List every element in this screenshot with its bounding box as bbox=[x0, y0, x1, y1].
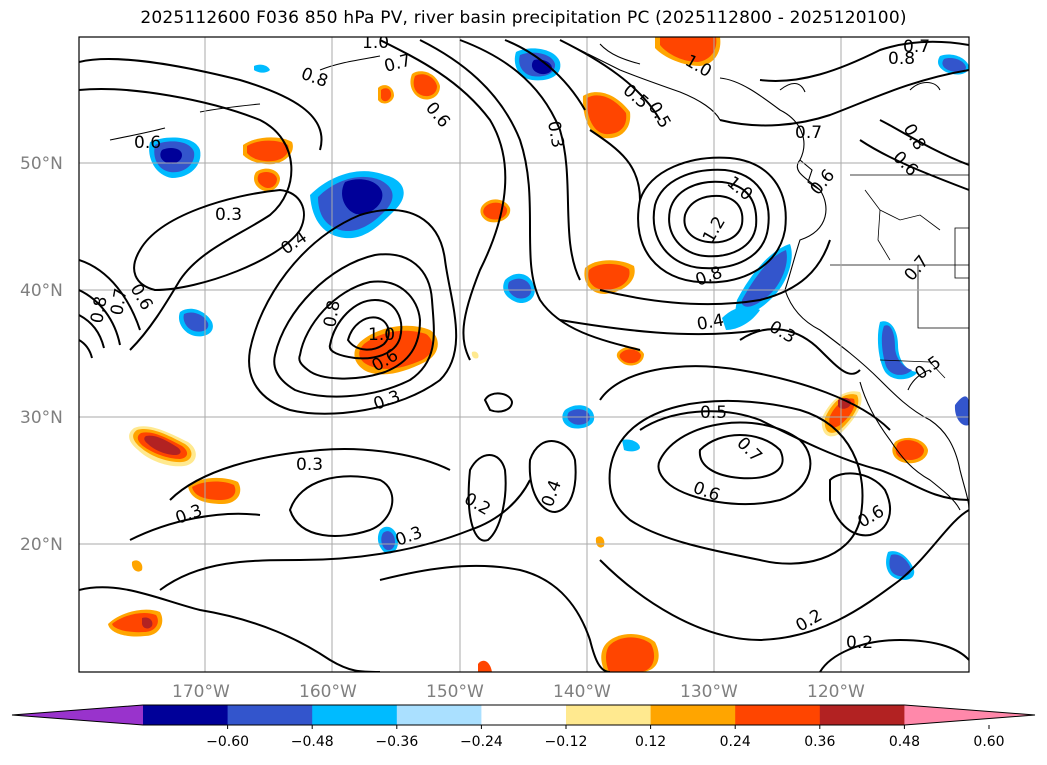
contour-label: 0.5 bbox=[700, 403, 727, 423]
contour-label: 0.6 bbox=[134, 133, 161, 153]
contour-label: 0.8 bbox=[87, 295, 111, 325]
borders bbox=[830, 174, 969, 379]
longitude-labels: 170°W 160°W 150°W 140°W 130°W 120°W bbox=[172, 682, 865, 702]
lon-label: 120°W bbox=[807, 682, 865, 702]
contour-label: 0.7 bbox=[795, 123, 822, 143]
lat-label: 40°N bbox=[20, 281, 63, 301]
colorbar-tick-label: 0.12 bbox=[635, 734, 666, 750]
colorbar-segment bbox=[227, 705, 313, 725]
colorbar-segment bbox=[650, 705, 736, 725]
colorbar-tick-label: 0.60 bbox=[973, 734, 1004, 750]
colorbar-segment bbox=[819, 705, 905, 725]
map-area bbox=[79, 37, 969, 672]
lon-label: 150°W bbox=[426, 682, 484, 702]
lon-label: 140°W bbox=[553, 682, 611, 702]
map-frame bbox=[78, 36, 970, 673]
contour-label: 0.2 bbox=[846, 633, 873, 653]
colorbar-tick-label: −0.24 bbox=[460, 734, 503, 750]
colorbar-tick-label: 0.24 bbox=[720, 734, 751, 750]
colorbar-tick-label: −0.48 bbox=[291, 734, 334, 750]
gridlines bbox=[79, 37, 969, 672]
contour-label: 0.8 bbox=[888, 49, 915, 69]
contour-label: 0.3 bbox=[215, 205, 242, 225]
colorbar-segment bbox=[143, 705, 229, 725]
contour-label: 1.0 bbox=[368, 325, 395, 345]
colorbar-segment bbox=[312, 705, 398, 725]
contour-label: 0.7 bbox=[107, 287, 131, 317]
lon-label: 170°W bbox=[172, 682, 230, 702]
contour-label: 0.7 bbox=[903, 37, 930, 57]
colorbar-segment bbox=[735, 705, 821, 725]
lon-label: 160°W bbox=[299, 682, 357, 702]
contour-label: 0.4 bbox=[695, 311, 725, 335]
colorbar-segment bbox=[481, 705, 567, 725]
lat-label: 50°N bbox=[20, 154, 63, 174]
colorbar-tick-label: −0.60 bbox=[206, 734, 249, 750]
colorbar: −0.60 −0.48 −0.36 −0.24 −0.12 0.12 0.24 0.36 0.4… bbox=[11, 704, 1036, 750]
colorbar-tick-label: 0.48 bbox=[889, 734, 920, 750]
latitude-labels: 50°N 40°N 30°N 20°N bbox=[20, 154, 63, 555]
colorbar-extend-left bbox=[12, 705, 143, 725]
colorbar-tick-label: −0.36 bbox=[375, 734, 418, 750]
map-title: 2025112600 F036 850 hPa PV, river basin … bbox=[140, 8, 907, 28]
lon-label: 130°W bbox=[680, 682, 738, 702]
colorbar-extend-right bbox=[904, 705, 1035, 725]
colorbar-segment bbox=[566, 705, 652, 725]
lat-label: 20°N bbox=[20, 535, 63, 555]
colorbar-segment bbox=[396, 705, 482, 725]
colorbar-tick-label: 0.36 bbox=[804, 734, 835, 750]
lat-label: 30°N bbox=[20, 408, 63, 428]
contour-label: 1.0 bbox=[362, 33, 389, 53]
contour-label: 0.8 bbox=[320, 299, 344, 329]
colorbar-outline bbox=[11, 704, 1036, 726]
contour-label: 0.3 bbox=[296, 455, 323, 475]
contour-label: 0.3 bbox=[543, 119, 567, 149]
colorbar-tick-label: −0.12 bbox=[545, 734, 588, 750]
pv-contours bbox=[79, 39, 969, 672]
